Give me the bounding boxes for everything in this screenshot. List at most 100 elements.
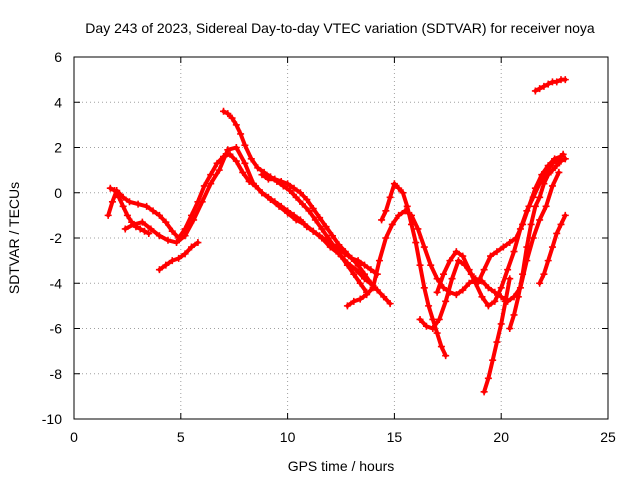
data-point <box>489 356 497 364</box>
data-point <box>224 110 232 118</box>
series-trace <box>108 186 151 236</box>
data-point <box>284 180 292 188</box>
data-point <box>200 182 208 190</box>
data-point <box>299 200 307 208</box>
data-point <box>433 329 441 337</box>
data-point <box>553 78 561 86</box>
data-point <box>106 184 114 192</box>
data-point <box>527 220 535 228</box>
data-point <box>559 150 567 158</box>
data-point <box>446 257 454 265</box>
data-point <box>356 295 364 303</box>
data-point <box>433 275 441 283</box>
data-point <box>390 180 398 188</box>
data-point <box>501 297 509 305</box>
data-point <box>414 225 422 233</box>
data-point <box>354 261 362 269</box>
data-point <box>487 252 495 260</box>
data-point <box>149 207 157 215</box>
data-point <box>465 266 473 274</box>
data-point <box>168 227 176 235</box>
data-point <box>143 202 151 210</box>
data-point <box>162 218 170 226</box>
data-point <box>425 302 433 310</box>
data-point <box>542 202 550 210</box>
data-point <box>318 225 326 233</box>
data-point <box>548 243 556 251</box>
data-point <box>437 343 445 351</box>
data-point <box>130 220 138 228</box>
data-point <box>380 293 388 301</box>
data-point <box>412 239 420 247</box>
data-point <box>175 254 183 262</box>
data-point <box>108 198 116 206</box>
data-point <box>207 180 215 188</box>
data-point <box>311 216 319 224</box>
data-point <box>536 216 544 224</box>
data-point <box>155 266 163 274</box>
data-point <box>420 284 428 292</box>
data-point <box>119 202 127 210</box>
data-point <box>207 171 215 179</box>
data-point <box>331 243 339 251</box>
data-point <box>348 254 356 262</box>
data-point <box>506 325 514 332</box>
data-point <box>155 211 163 219</box>
data-point <box>190 216 198 224</box>
data-point <box>544 80 552 88</box>
data-point <box>194 239 202 247</box>
y-tick-label: 2 <box>54 140 62 156</box>
data-point <box>516 225 524 233</box>
data-point <box>544 257 552 265</box>
data-point <box>309 227 317 235</box>
data-point <box>504 266 512 274</box>
data-point <box>523 207 531 215</box>
data-point <box>343 302 351 310</box>
data-point <box>360 270 368 278</box>
data-point <box>145 229 153 237</box>
data-point <box>328 232 336 240</box>
data-point <box>237 130 245 138</box>
data-point <box>138 218 146 226</box>
data-point <box>478 293 486 301</box>
data-point <box>168 257 176 265</box>
series-trace-6 <box>258 171 394 308</box>
series-trace-11 <box>480 275 514 396</box>
data-point <box>249 180 257 188</box>
data-point <box>284 209 292 217</box>
data-point <box>147 225 155 233</box>
data-point <box>407 220 415 228</box>
data-point <box>247 155 255 163</box>
data-point <box>493 248 501 256</box>
data-point <box>232 157 240 165</box>
data-point <box>350 270 358 278</box>
data-point <box>395 211 403 219</box>
data-point <box>254 164 262 172</box>
data-point <box>433 288 441 296</box>
data-point <box>465 279 473 287</box>
y-tick-label: -2 <box>50 230 63 246</box>
series-trace <box>435 152 566 308</box>
data-point <box>352 266 360 274</box>
data-point <box>429 315 437 323</box>
data-point <box>510 248 518 256</box>
series-trace <box>379 181 448 358</box>
data-point <box>497 284 505 292</box>
data-point <box>386 193 394 201</box>
data-point <box>162 261 170 269</box>
data-point <box>540 180 548 188</box>
data-point <box>472 279 480 287</box>
data-point <box>536 279 544 287</box>
data-point <box>224 146 232 154</box>
data-point <box>523 243 531 251</box>
data-point <box>553 162 561 170</box>
data-point <box>442 352 450 360</box>
data-point <box>375 257 383 265</box>
series-trace-2 <box>106 184 153 237</box>
data-point <box>536 193 544 201</box>
data-point <box>510 311 518 319</box>
data-point <box>367 266 375 274</box>
data-points <box>104 76 569 396</box>
chart-title: Day 243 of 2023, Sidereal Day-to-day VTE… <box>85 20 595 36</box>
